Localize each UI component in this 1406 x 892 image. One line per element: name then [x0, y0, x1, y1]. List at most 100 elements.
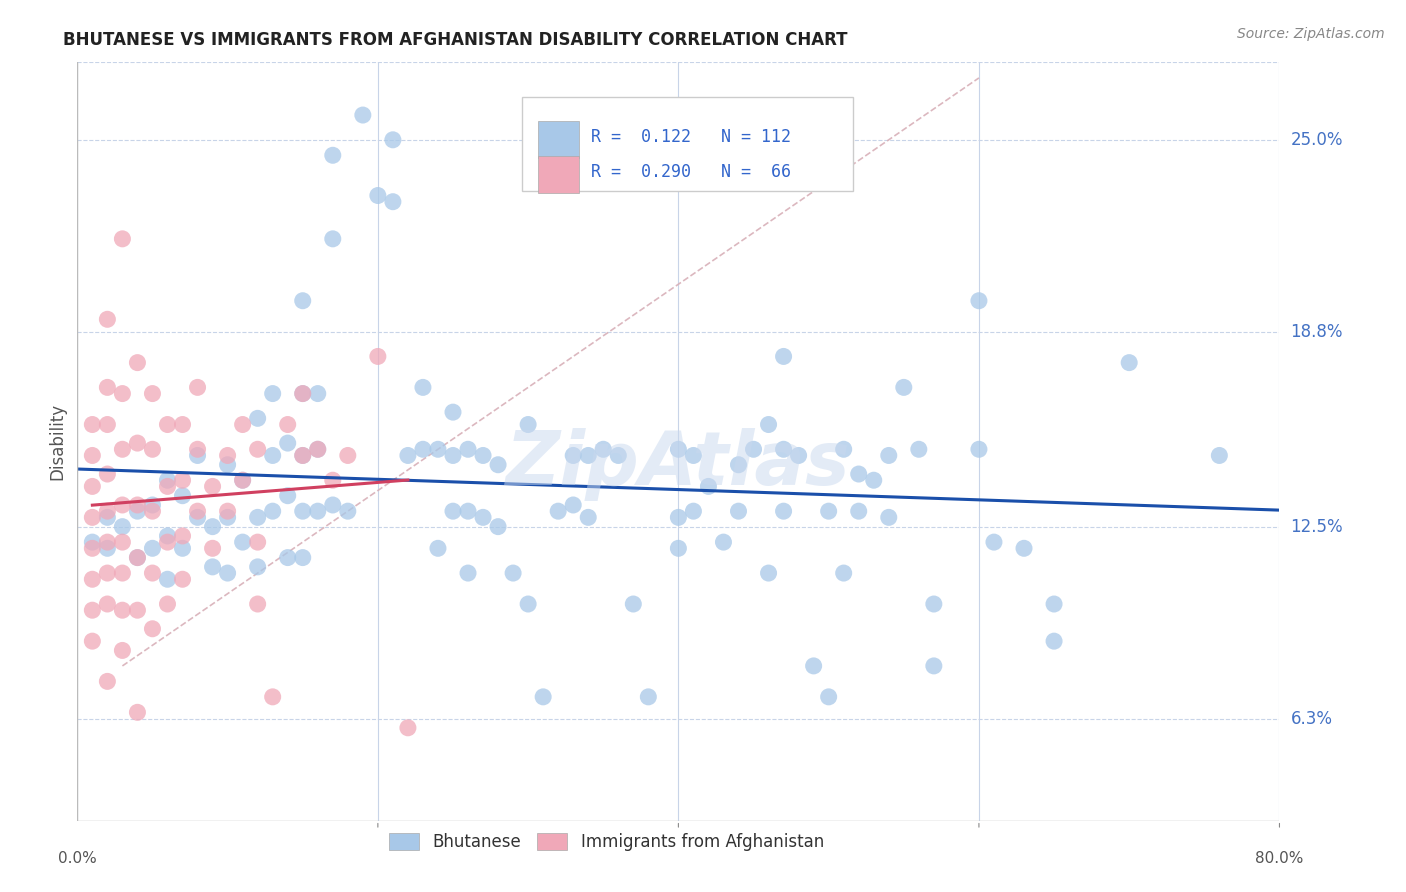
Point: [246, 510, 269, 524]
Point: [322, 473, 344, 487]
Point: [96, 510, 118, 524]
Text: 12.5%: 12.5%: [1291, 517, 1343, 535]
Point: [217, 510, 239, 524]
Point: [908, 442, 931, 457]
Point: [156, 417, 179, 432]
Point: [82, 572, 104, 586]
Y-axis label: Disability: Disability: [48, 403, 66, 480]
Point: [262, 449, 284, 463]
Point: [472, 449, 495, 463]
Point: [922, 597, 945, 611]
Point: [172, 541, 194, 556]
Point: [156, 529, 179, 543]
Point: [367, 188, 389, 202]
Point: [336, 504, 359, 518]
Point: [291, 449, 314, 463]
Point: [156, 479, 179, 493]
Text: R =  0.122   N = 112: R = 0.122 N = 112: [591, 128, 790, 146]
Point: [127, 550, 149, 565]
Point: [201, 519, 224, 533]
Point: [232, 473, 254, 487]
Point: [111, 519, 134, 533]
Point: [322, 498, 344, 512]
Point: [172, 529, 194, 543]
Point: [291, 449, 314, 463]
Point: [576, 449, 599, 463]
Text: R =  0.290   N =  66: R = 0.290 N = 66: [591, 163, 790, 181]
Point: [141, 566, 163, 580]
Point: [111, 442, 134, 457]
Point: [277, 436, 299, 450]
Text: 80.0%: 80.0%: [1256, 851, 1303, 866]
Point: [141, 622, 163, 636]
Point: [381, 133, 404, 147]
Point: [772, 504, 794, 518]
Point: [217, 449, 239, 463]
FancyBboxPatch shape: [537, 121, 579, 158]
Point: [156, 46, 179, 61]
Point: [817, 690, 839, 704]
Point: [246, 411, 269, 425]
Point: [1118, 356, 1140, 370]
Point: [322, 232, 344, 246]
Point: [232, 473, 254, 487]
Point: [517, 597, 540, 611]
Point: [817, 504, 839, 518]
Point: [172, 572, 194, 586]
Point: [96, 417, 118, 432]
Text: 25.0%: 25.0%: [1291, 131, 1343, 149]
Point: [1012, 541, 1035, 556]
Text: 18.8%: 18.8%: [1291, 323, 1343, 341]
Point: [246, 597, 269, 611]
Point: [156, 535, 179, 549]
Point: [668, 442, 690, 457]
Point: [111, 566, 134, 580]
Point: [111, 535, 134, 549]
Text: 0.0%: 0.0%: [58, 851, 97, 866]
Point: [307, 504, 329, 518]
Point: [922, 659, 945, 673]
Point: [127, 706, 149, 720]
Point: [1043, 597, 1066, 611]
Point: [713, 535, 735, 549]
Point: [322, 148, 344, 162]
Point: [277, 489, 299, 503]
Point: [562, 498, 585, 512]
Point: [336, 449, 359, 463]
Point: [517, 417, 540, 432]
Point: [111, 498, 134, 512]
Point: [127, 356, 149, 370]
Point: [848, 467, 870, 481]
Point: [262, 504, 284, 518]
Point: [441, 449, 464, 463]
Point: [562, 449, 585, 463]
Point: [156, 473, 179, 487]
Point: [172, 489, 194, 503]
Point: [983, 535, 1005, 549]
Point: [592, 442, 614, 457]
Point: [217, 566, 239, 580]
Point: [803, 659, 825, 673]
Point: [232, 417, 254, 432]
Point: [457, 442, 479, 457]
Point: [637, 690, 659, 704]
Point: [412, 442, 434, 457]
Point: [531, 690, 554, 704]
Point: [96, 674, 118, 689]
Text: 6.3%: 6.3%: [1291, 709, 1333, 728]
Point: [381, 194, 404, 209]
Point: [186, 442, 209, 457]
Point: [967, 293, 990, 308]
Point: [772, 350, 794, 364]
Point: [396, 449, 419, 463]
Point: [427, 442, 450, 457]
Point: [201, 479, 224, 493]
Point: [832, 442, 855, 457]
Point: [111, 603, 134, 617]
Point: [832, 566, 855, 580]
Point: [352, 108, 374, 122]
Point: [772, 442, 794, 457]
Point: [576, 510, 599, 524]
Point: [607, 449, 630, 463]
Point: [412, 380, 434, 394]
